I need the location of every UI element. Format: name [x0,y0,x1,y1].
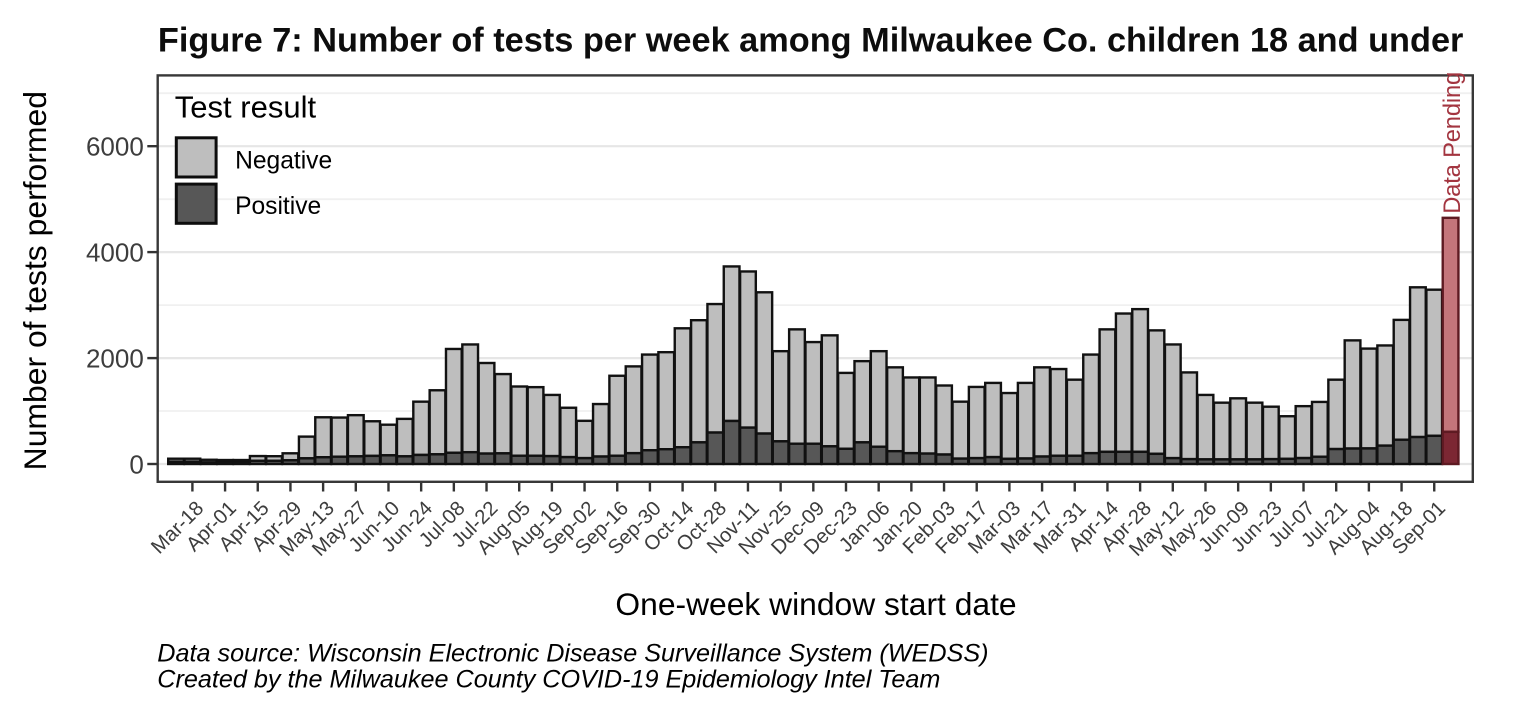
svg-text:Figure 7: Number of tests per: Figure 7: Number of tests per week among… [158,22,1463,60]
svg-text:Negative: Negative [235,147,332,174]
svg-text:Test result: Test result [175,89,317,124]
svg-text:4000: 4000 [86,238,144,268]
svg-text:0: 0 [129,450,143,480]
svg-text:Data Pending: Data Pending [1439,72,1466,214]
svg-text:One-week window start date: One-week window start date [615,586,1016,622]
svg-text:Positive: Positive [235,193,321,220]
svg-text:Data source: Wisconsin Electro: Data source: Wisconsin Electronic Diseas… [157,640,988,668]
svg-text:6000: 6000 [86,132,144,162]
svg-text:Created by the Milwaukee Count: Created by the Milwaukee County COVID-19… [157,665,940,693]
svg-text:Number of tests performed: Number of tests performed [17,91,53,470]
svg-text:2000: 2000 [86,344,144,374]
